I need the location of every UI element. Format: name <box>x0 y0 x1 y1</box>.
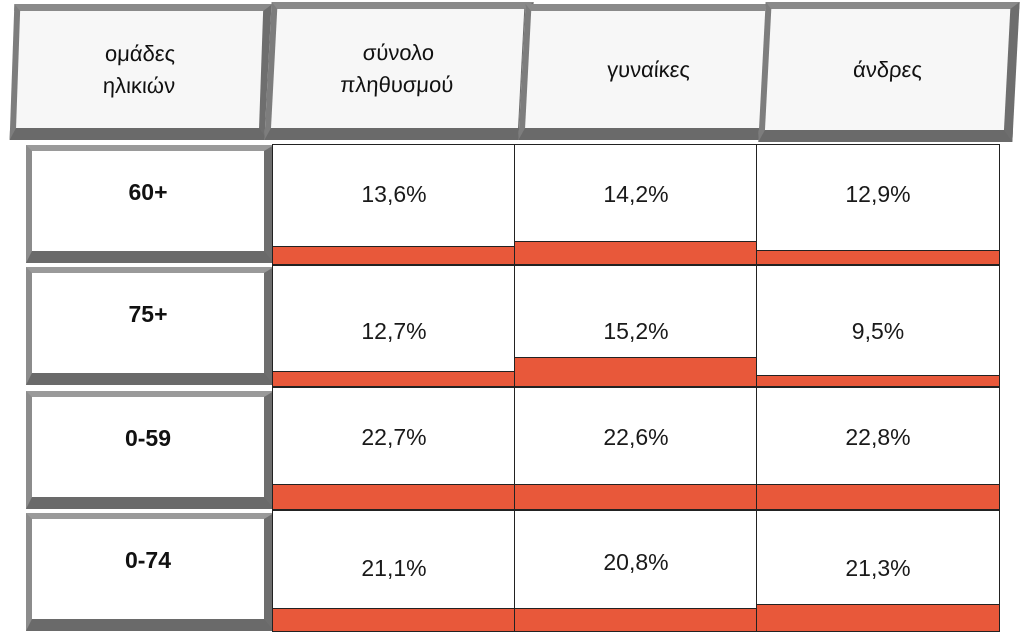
value-0-74-men: 21,3% <box>845 555 911 581</box>
cell-60plus-women: 14,2% <box>514 144 758 265</box>
value-0-59-total: 22,7% <box>361 424 427 450</box>
cell-75plus-women: 15,2% <box>514 265 758 387</box>
value-60plus-men: 12,9% <box>845 181 911 207</box>
bar-75plus-men <box>757 375 999 386</box>
cell-60plus-men: 12,9% <box>756 144 1000 265</box>
cell-0-74-total: 21,1% <box>272 510 516 632</box>
row-label-75plus: 75+ <box>26 267 274 385</box>
value-0-74-total: 21,1% <box>361 555 427 581</box>
bar-60plus-women <box>515 241 757 264</box>
header-women-label: γυναίκες <box>606 56 691 82</box>
bar-0-74-men <box>757 604 999 631</box>
value-75plus-total: 12,7% <box>361 318 427 344</box>
row-label-0-74: 0-74 <box>26 513 274 631</box>
value-0-59-men: 22,8% <box>845 424 911 450</box>
value-0-59-women: 22,6% <box>603 424 669 450</box>
cell-0-74-women: 20,8% <box>514 510 758 632</box>
header-men-label: άνδρες <box>852 56 923 82</box>
bar-0-59-men <box>757 484 999 509</box>
value-75plus-women: 15,2% <box>603 318 669 344</box>
value-60plus-total: 13,6% <box>361 181 427 207</box>
header-age-groups: ομάδες ηλικιών <box>9 4 273 140</box>
bar-60plus-total <box>273 246 515 264</box>
cell-75plus-total: 12,7% <box>272 265 516 387</box>
header-age-groups-label: ομάδες ηλικιών <box>102 40 176 98</box>
row-label-0-74-text: 0-74 <box>124 546 172 573</box>
bar-75plus-total <box>273 371 515 386</box>
header-total-population-label: σύνολο πληθυσμού <box>339 39 455 97</box>
header-women: γυναίκες <box>518 4 782 140</box>
cell-0-59-men: 22,8% <box>756 387 1000 510</box>
value-0-74-women: 20,8% <box>603 549 669 575</box>
bar-0-59-total <box>273 484 515 509</box>
cell-0-59-total: 22,7% <box>272 387 516 510</box>
row-label-75plus-text: 75+ <box>128 300 168 327</box>
row-label-60plus: 60+ <box>26 145 274 263</box>
row-label-0-59: 0-59 <box>26 391 274 509</box>
bar-0-74-women <box>515 608 757 631</box>
bar-60plus-men <box>757 250 999 264</box>
value-60plus-women: 14,2% <box>603 181 669 207</box>
row-label-60plus-text: 60+ <box>128 178 168 205</box>
row-label-0-59-text: 0-59 <box>124 424 172 451</box>
bar-0-59-women <box>515 484 757 509</box>
bar-0-74-total <box>273 608 515 631</box>
cell-0-59-women: 22,6% <box>514 387 758 510</box>
cell-75plus-men: 9,5% <box>756 265 1000 387</box>
bar-75plus-women <box>515 357 757 386</box>
value-75plus-men: 9,5% <box>851 318 905 344</box>
cell-0-74-men: 21,3% <box>756 510 1000 632</box>
header-total-population: σύνολο πληθυσμού <box>264 2 534 140</box>
cell-60plus-total: 13,6% <box>272 144 516 265</box>
header-men: άνδρες <box>758 2 1020 142</box>
